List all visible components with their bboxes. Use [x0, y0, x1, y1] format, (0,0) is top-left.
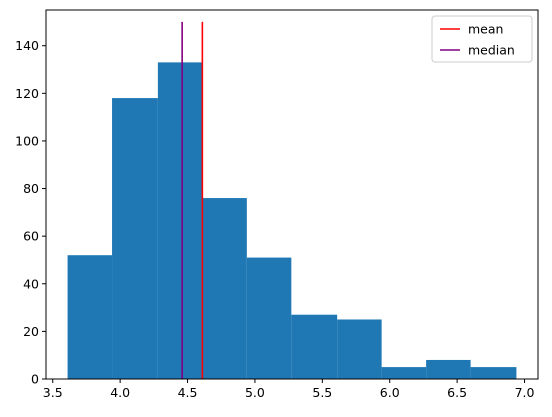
vlines-layer [181, 21, 204, 379]
x-axis: 3.5 4.0 4.5 5.0 5.5 6.0 6.5 7.0 [43, 379, 535, 400]
y-tick-label: 60 [23, 229, 39, 244]
y-tick-label: 120 [15, 86, 39, 101]
y-tick-label: 80 [23, 181, 39, 196]
y-tick-label: 40 [23, 276, 39, 291]
histogram-bar [67, 255, 113, 379]
bars-layer [67, 62, 517, 380]
legend: mean median [431, 15, 533, 63]
x-tick-label: 5.5 [312, 385, 332, 400]
histogram-bar [381, 367, 427, 379]
y-axis: 0 20 40 60 80 100 120 140 [15, 38, 46, 387]
histogram-bar [202, 198, 247, 379]
histogram-bar [291, 314, 338, 379]
x-tick-label: 6.0 [380, 385, 400, 400]
x-tick-label: 7.0 [515, 385, 535, 400]
y-tick-label: 0 [31, 372, 39, 387]
median-legend-label: median [468, 43, 515, 58]
histogram-bar [112, 98, 158, 380]
histogram-bar [470, 367, 517, 379]
plot-frame [45, 9, 539, 380]
x-tick-label: 4.0 [110, 385, 130, 400]
x-tick-label: 3.5 [43, 385, 63, 400]
mean-legend-label: mean [468, 22, 503, 37]
histogram-bar [157, 62, 203, 379]
y-tick-label: 20 [23, 324, 39, 339]
x-tick-label: 4.5 [178, 385, 198, 400]
x-tick-label: 6.5 [447, 385, 467, 400]
y-tick-label: 100 [15, 133, 39, 148]
histogram-bar [246, 257, 292, 379]
y-tick-label: 140 [15, 38, 39, 53]
x-tick-label: 5.0 [245, 385, 265, 400]
histogram-bar [337, 319, 382, 379]
histogram-bar [426, 359, 471, 379]
